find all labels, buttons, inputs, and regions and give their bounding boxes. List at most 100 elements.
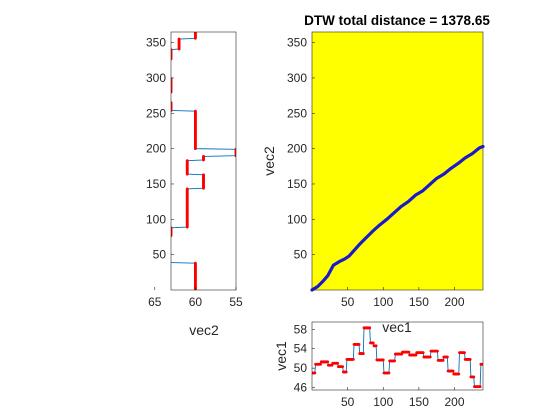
- vec1-sample-point: [414, 353, 418, 357]
- vec2-sample-point: [153, 239, 156, 242]
- vec2-sample-point: [171, 101, 173, 105]
- vec2-panel-ytick-label: 350: [146, 36, 166, 50]
- vec2-signal-plot: [153, 32, 236, 290]
- vec2-sample-point: [202, 173, 205, 177]
- vec1-panel-ytick-label: 58: [294, 322, 308, 336]
- vec2-sample-point: [193, 261, 197, 265]
- vec1-sample-point: [374, 344, 378, 348]
- vec2-sample-point: [185, 187, 189, 191]
- vec2-sample-point: [153, 91, 156, 94]
- vec1-sample-point: [445, 355, 449, 359]
- vec1-sample-point: [407, 350, 411, 354]
- vec1-panel-xtick-label: 200: [444, 395, 464, 409]
- vec1-sample-point: [478, 385, 482, 388]
- vec1-sample-point: [451, 369, 455, 373]
- vec1-sample-point: [393, 359, 397, 363]
- vec1-sample-point: [472, 375, 476, 379]
- vec2-sample-point: [153, 97, 156, 100]
- vec2-sample-point: [153, 237, 156, 240]
- vec2-sample-point: [153, 235, 156, 238]
- vec1-sample-point: [341, 365, 345, 369]
- vec2-sample-point: [161, 59, 164, 62]
- vec1-signal-plot: [312, 326, 483, 388]
- vec2-sample-point: [153, 94, 156, 97]
- vec2-sample-point: [153, 99, 156, 102]
- vec1-sample-point: [421, 351, 425, 354]
- cost-map-ytick-label: 350: [287, 36, 307, 50]
- vec2-panel-ytick-label: 250: [146, 106, 166, 120]
- cost-map-ytick-label: 300: [287, 71, 307, 85]
- vec2-panel-frame: [170, 31, 237, 291]
- vec2-sample-point: [161, 65, 164, 68]
- vec1-sample-point: [468, 358, 472, 361]
- cost-map-xtick-label: 200: [444, 295, 464, 309]
- vec1-sample-point: [387, 371, 391, 375]
- vec1-sample-point: [319, 362, 322, 366]
- vec2-sample-point: [153, 96, 156, 99]
- vec2-sample-point: [153, 238, 156, 241]
- cost-map-ytick-label: 250: [287, 106, 307, 120]
- vec2-sample-point: [171, 226, 173, 230]
- vec1-sample-point: [361, 352, 365, 355]
- vec1-panel-xtick-label: 100: [373, 395, 393, 409]
- vec2-sample-point: [161, 243, 164, 246]
- vec1-panel-ticks: 50 100 150 200 46 50 54 58: [294, 322, 465, 409]
- vec1-sample-point: [368, 326, 372, 330]
- vec2-sample-point: [153, 93, 156, 96]
- cost-map-ytick-label: 150: [287, 177, 307, 191]
- vec2-signal-line: [171, 32, 236, 290]
- vec2-sample-point: [161, 67, 164, 70]
- vec1-sample-point: [357, 342, 361, 346]
- vec2-sample-point: [177, 37, 181, 41]
- vec2-sample-point: [153, 236, 156, 239]
- vec2-sample-point: [185, 159, 189, 163]
- vec2-sample-point: [161, 62, 164, 65]
- cost-map-ytick-label: 200: [287, 142, 307, 156]
- cost-map-ticks: 50 100 150 200 50 100 150 200 250 300 350: [287, 36, 465, 309]
- vec1-sample-point: [463, 351, 466, 354]
- vec2-sample-point: [153, 101, 156, 104]
- vec2-sample-point: [153, 95, 156, 98]
- cost-map-panel: 50 100 150 200 50 100 150 200 250 300 350 DTW tota…: [261, 13, 490, 309]
- cost-map-xtick-label: 150: [409, 295, 429, 309]
- vec2-sample-point: [153, 240, 156, 243]
- vec2-sample-point: [161, 67, 164, 70]
- vec1-panel-top-label: vec1: [382, 319, 412, 335]
- vec2-panel-xlabel: vec2: [189, 322, 219, 338]
- vec1-sample-point: [441, 358, 445, 362]
- vec2-panel-xtick-label: 65: [148, 295, 162, 309]
- vec1-sample-point: [481, 362, 483, 366]
- vec2-sample-point: [153, 94, 156, 97]
- vec2-sample-point: [193, 109, 197, 113]
- vec1-sample-point: [351, 358, 355, 361]
- vec1-panel-ytick-label: 50: [294, 361, 308, 375]
- vec2-panel-xtick-label: 60: [189, 295, 203, 309]
- cost-map-title: DTW total distance = 1378.65: [304, 13, 490, 28]
- vec2-sample-point: [161, 244, 164, 247]
- vec2-sample-point: [161, 64, 164, 67]
- vec2-sample-point: [161, 241, 164, 244]
- vec2-sample-point: [161, 242, 164, 245]
- vec2-plot-area: [153, 32, 236, 290]
- vec1-sample-point: [313, 371, 317, 375]
- vec1-sample-point: [344, 370, 348, 374]
- vec2-panel-ytick-label: 100: [146, 212, 166, 226]
- vec2-sample-point: [153, 92, 156, 95]
- vec1-sample-point: [381, 358, 385, 362]
- vec1-sample-point: [326, 360, 330, 364]
- vec2-panel-ytick-label: 300: [146, 71, 166, 85]
- vec1-panel-frame: [311, 321, 484, 391]
- vec1-panel-ytick-label: 54: [294, 342, 308, 356]
- vec2-sample-point: [153, 98, 156, 101]
- vec2-sample-point: [161, 58, 164, 61]
- warping-path-line: [310, 144, 485, 292]
- vec2-panel-ytick-label: 50: [153, 248, 167, 262]
- vec2-panel-ytick-label: 150: [146, 177, 166, 191]
- vec2-panel-xtick-label: 55: [229, 295, 243, 309]
- vec1-plot-area: [312, 326, 483, 388]
- vec2-sample-point: [202, 155, 205, 158]
- vec1-sample-point: [336, 361, 340, 365]
- vec2-sample-point: [161, 60, 164, 63]
